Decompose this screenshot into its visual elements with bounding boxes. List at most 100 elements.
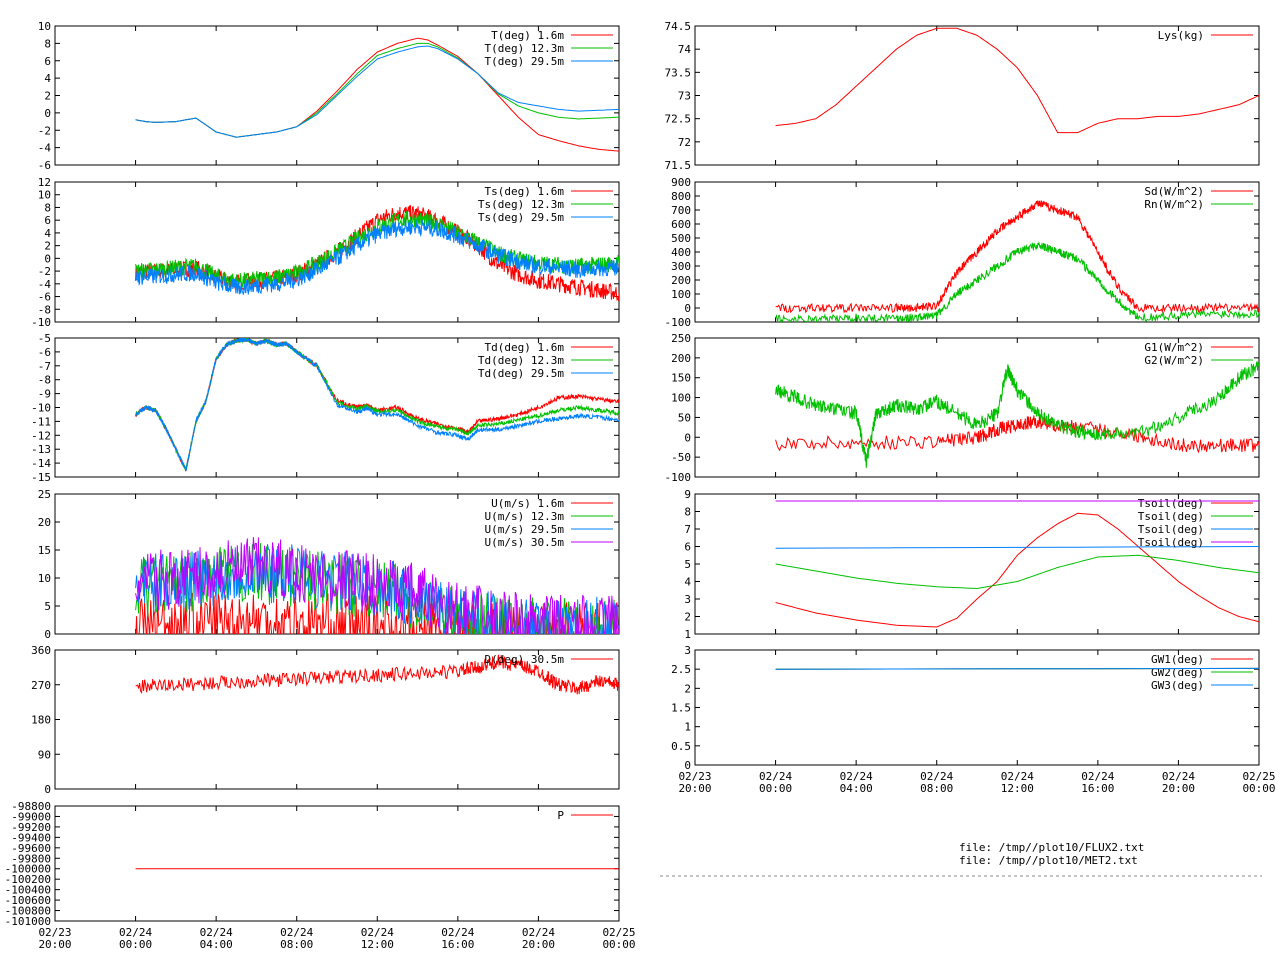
legend-label: T(deg) 29.5m: [485, 55, 565, 68]
x-tick-label: 02/24: [280, 926, 313, 939]
y-tick-label: 20: [38, 516, 51, 529]
y-tick-label: 0: [684, 759, 691, 772]
y-tick-label: 300: [671, 260, 691, 273]
chart-groundwater: 0 0.5 1 1.5 2 2.5 3 GW1(deg)GW2(deg)GW3(deg): [671, 644, 1260, 772]
y-tick-label: -13: [31, 443, 51, 456]
y-tick-label: -15: [31, 471, 51, 484]
chart-lysimeter: 71.5 72 72.5 73 73.5 74 74.5 Lys(kg): [665, 20, 1260, 172]
y-tick-label: 8: [44, 201, 51, 214]
file-label: file: /tmp//plot10/MET2.txt: [959, 854, 1138, 867]
y-tick-label: 74: [678, 43, 692, 56]
y-tick-label: -99000: [11, 810, 51, 823]
x-tick-label: 02/24: [119, 926, 152, 939]
y-tick-label: -2: [38, 124, 51, 137]
y-tick-label: 7: [684, 523, 691, 536]
file-label: file: /tmp//plot10/FLUX2.txt: [959, 841, 1144, 854]
y-tick-label: 1.5: [671, 702, 691, 715]
x-tick-label: 20:00: [1162, 782, 1195, 795]
y-tick-label: -99800: [11, 852, 51, 865]
y-tick-label: -100800: [5, 905, 51, 918]
legend-label: U(m/s) 30.5m: [485, 536, 565, 549]
x-tick-label: 12:00: [1001, 782, 1034, 795]
x-tick-label: 16:00: [441, 938, 474, 951]
x-tick-label: 02/24: [361, 926, 394, 939]
legend-label: Tsoil(deg): [1138, 536, 1204, 549]
y-tick-label: 6: [684, 541, 691, 554]
x-tick-label: 02/24: [441, 926, 474, 939]
y-tick-label: 100: [671, 288, 691, 301]
y-tick-label: 3: [684, 593, 691, 606]
y-tick-label: 6: [44, 214, 51, 227]
y-tick-label: -100: [665, 316, 692, 329]
y-tick-label: 4: [44, 227, 51, 240]
y-tick-label: -9: [38, 388, 51, 401]
legend-label: GW2(deg): [1151, 666, 1204, 679]
y-tick-label: 180: [31, 714, 51, 727]
series-line-blue: [135, 45, 619, 138]
x-tick-label: 02/24: [522, 926, 555, 939]
legend-label: P: [557, 809, 564, 822]
plot-frame: [54, 493, 620, 635]
y-tick-label: -8: [38, 303, 51, 316]
series-line-red: [775, 415, 1259, 454]
x-tick-label: 02/24: [1162, 770, 1195, 783]
legend-label: Ts(deg) 1.6m: [485, 185, 565, 198]
y-tick-label: -100600: [5, 894, 51, 907]
series-line-blue: [135, 338, 619, 471]
chart-soil-temperature: 123456789Tsoil(deg)Tsoil(deg)Tsoil(deg)T…: [684, 488, 1260, 641]
legend-label: Ts(deg) 29.5m: [478, 211, 564, 224]
y-tick-label: 3: [684, 644, 691, 657]
x-tick-label: 00:00: [119, 938, 152, 951]
chart-wind-direction: 0 90 180 270 360 D(deg) 30.5m: [31, 644, 620, 796]
y-tick-label: -5: [38, 332, 51, 345]
plot-frame: [54, 805, 620, 922]
y-tick-label: -99200: [11, 821, 51, 834]
y-tick-label: -100: [665, 471, 692, 484]
legend-label: T(deg) 12.3m: [485, 42, 565, 55]
legend-label: Tsoil(deg): [1138, 497, 1204, 510]
plot-frame: [694, 337, 1260, 478]
y-tick-label: -10: [31, 402, 51, 415]
y-tick-label: 0.5: [671, 740, 691, 753]
y-tick-label: -7: [38, 360, 51, 373]
series-line-red: [775, 200, 1259, 314]
legend-label: D(deg) 30.5m: [485, 653, 565, 666]
y-tick-label: -98800: [11, 800, 51, 813]
x-tick-label: 00:00: [1242, 782, 1275, 795]
y-tick-label: 9: [684, 488, 691, 501]
series-line-blue: [135, 219, 619, 295]
y-tick-label: 0: [44, 107, 51, 120]
y-tick-label: -8: [38, 374, 51, 387]
x-tick-label: 02/25: [602, 926, 635, 939]
x-tick-label: 20:00: [678, 782, 711, 795]
y-tick-label: 71.5: [665, 159, 692, 172]
y-tick-label: -10: [31, 316, 51, 329]
y-tick-label: 90: [38, 748, 51, 761]
y-tick-label: 2: [44, 240, 51, 253]
y-tick-label: 2.5: [671, 663, 691, 676]
legend-label: Tsoil(deg): [1138, 523, 1204, 536]
y-tick-label: 50: [678, 411, 691, 424]
y-tick-label: 0: [44, 783, 51, 796]
y-tick-label: 73: [678, 90, 691, 103]
x-tick-label: 04:00: [200, 938, 233, 951]
legend-label: U(m/s) 12.3m: [485, 510, 565, 523]
y-tick-label: -6: [38, 346, 51, 359]
y-tick-label: 1: [684, 721, 691, 734]
legend-label: Lys(kg): [1158, 29, 1204, 42]
series-line-red: [775, 27, 1259, 134]
x-tick-label: 02/24: [200, 926, 233, 939]
y-tick-label: 400: [671, 246, 691, 259]
y-tick-label: 800: [671, 190, 691, 203]
y-tick-label: 6: [44, 55, 51, 68]
chart-pressure: -101000-100800-100600-100400-100200-1000…: [5, 800, 620, 928]
x-tick-label: 00:00: [759, 782, 792, 795]
legend-label: Td(deg) 12.3m: [478, 354, 564, 367]
y-tick-label: 73.5: [665, 66, 692, 79]
y-tick-label: -4: [38, 278, 52, 291]
series-line-blue: [775, 667, 1259, 670]
y-tick-label: 500: [671, 232, 691, 245]
